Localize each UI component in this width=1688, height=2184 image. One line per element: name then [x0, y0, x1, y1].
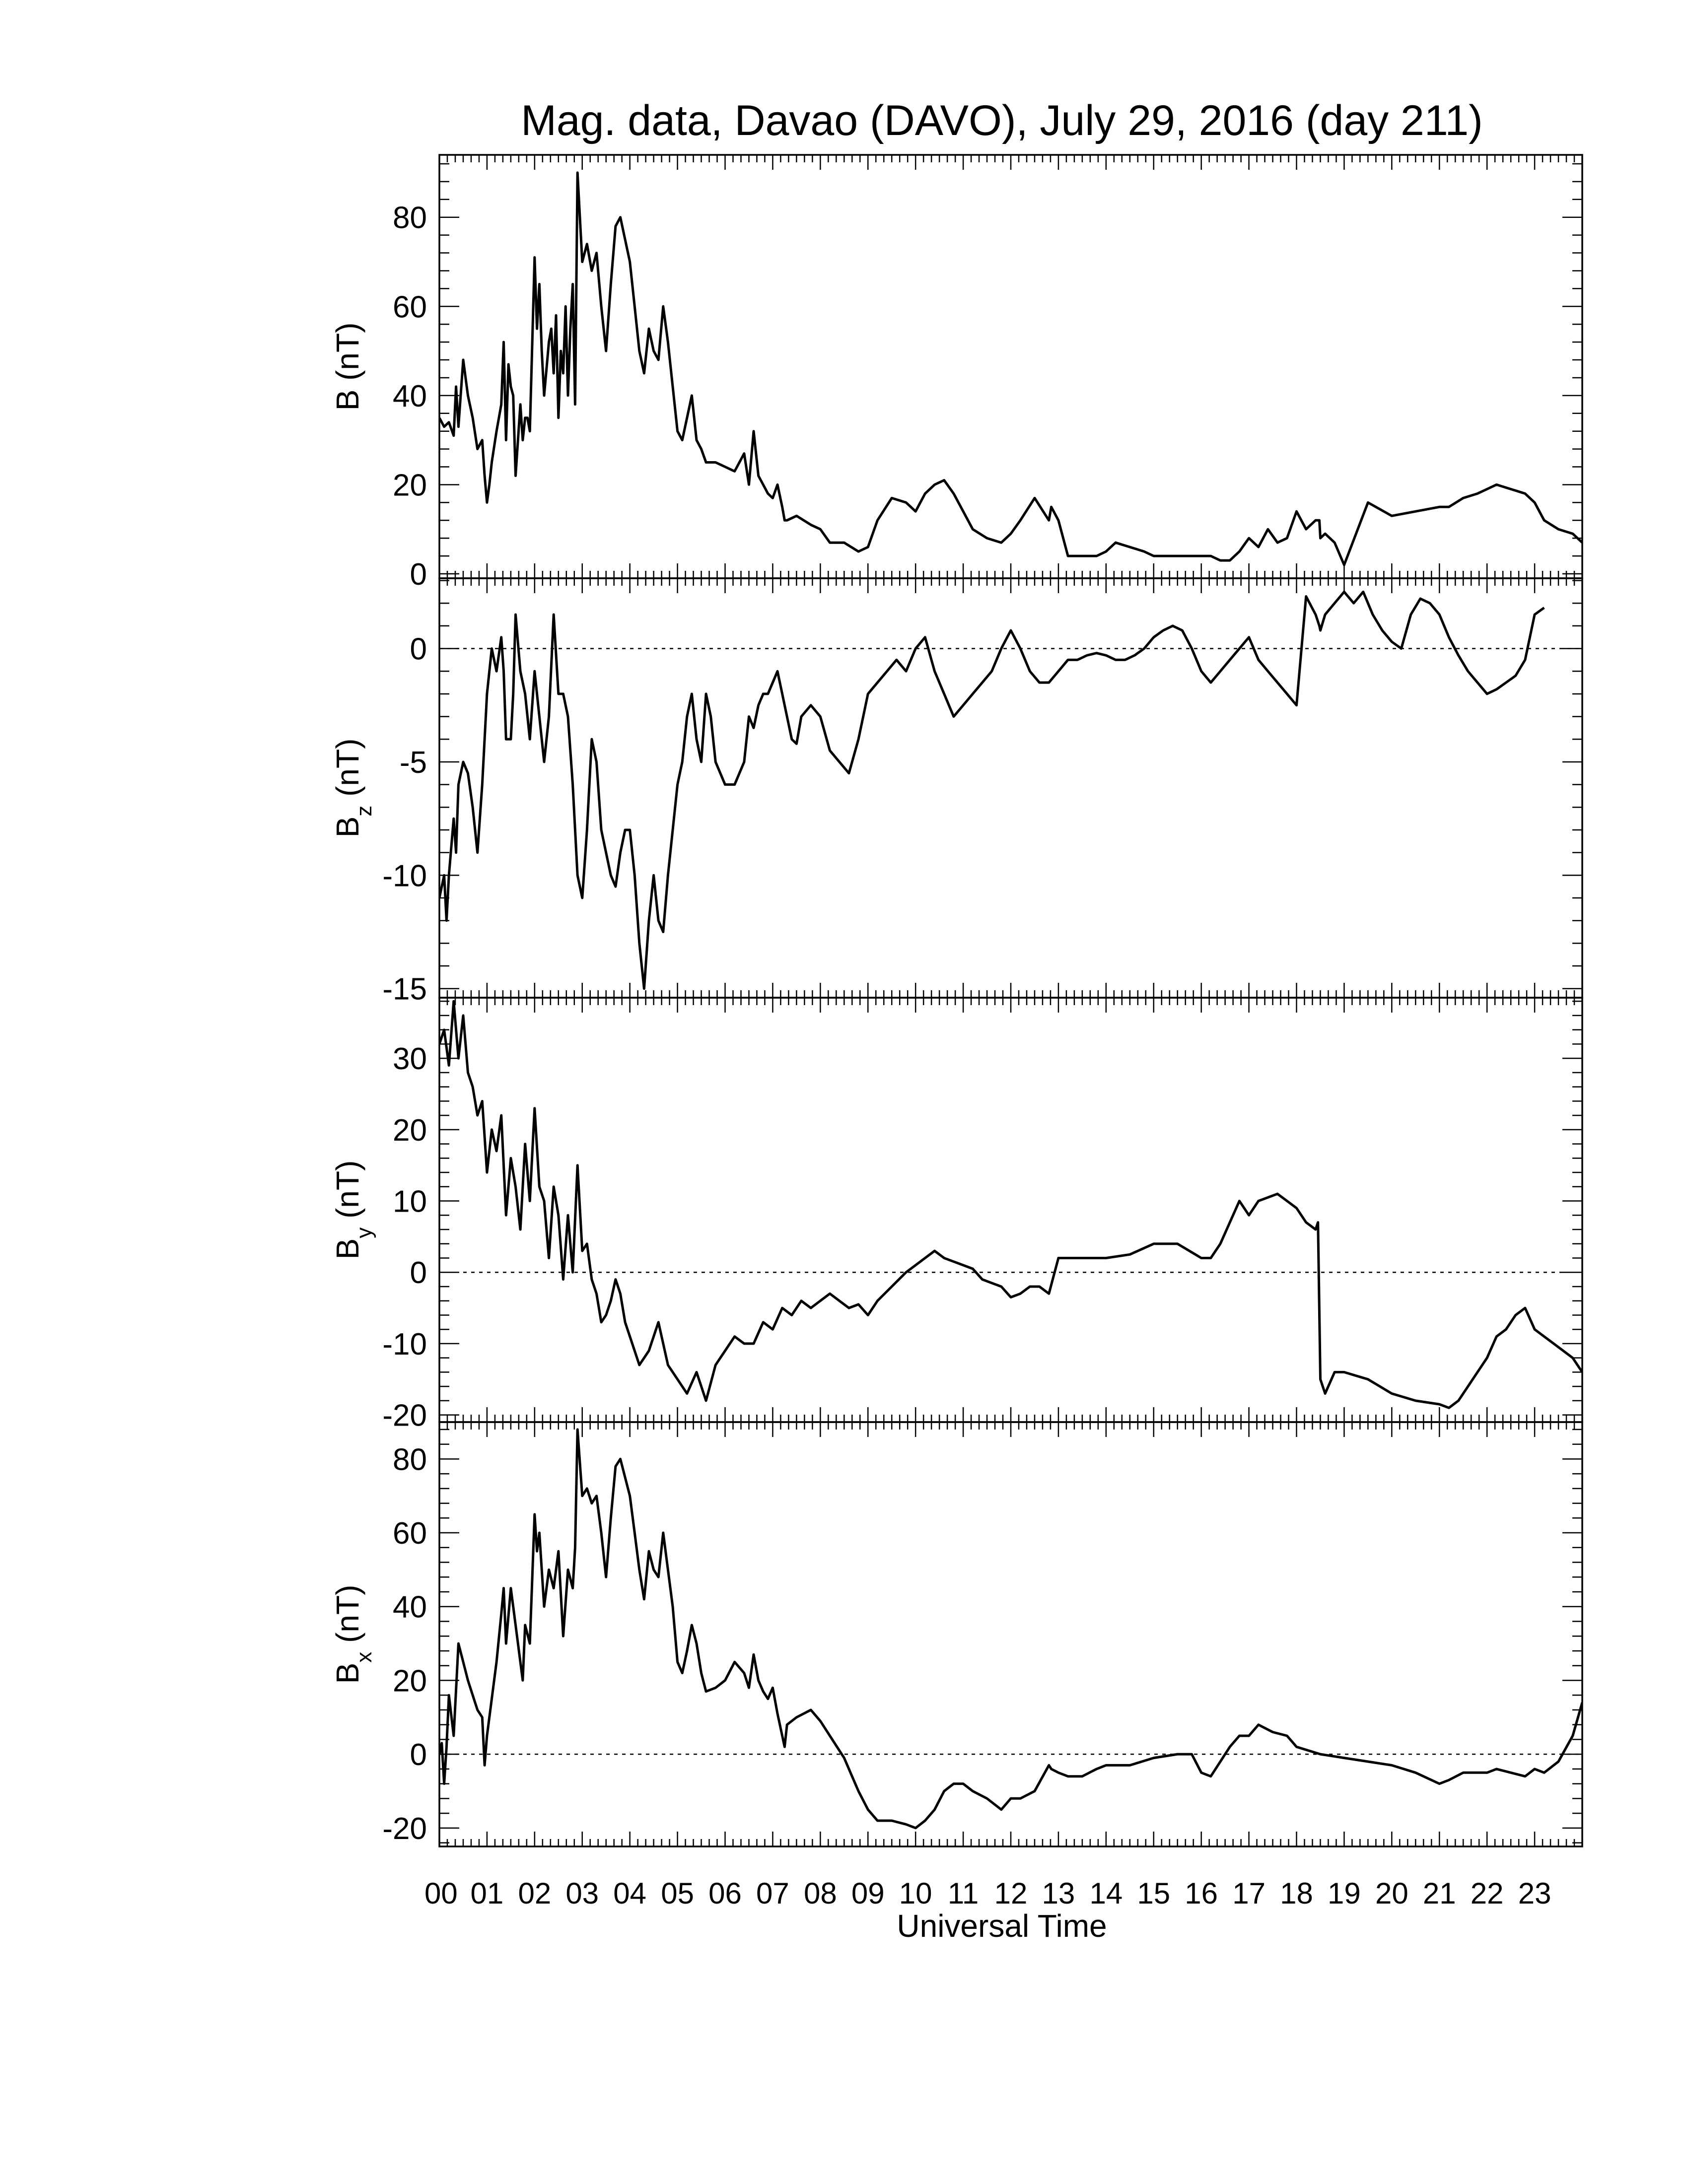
Bx-y-ticks	[439, 1429, 1582, 1843]
B-y-tick-label: 80	[393, 201, 427, 235]
By-y-tick-label: 30	[393, 1042, 427, 1076]
x-tick-label: 01	[471, 1877, 504, 1910]
By-y-axis-label: By (nT)	[330, 1160, 376, 1260]
Bx-y-tick-label: -20	[382, 1812, 427, 1846]
x-tick-label: 18	[1280, 1877, 1313, 1910]
x-tick-label: 04	[613, 1877, 646, 1910]
B-series-line	[439, 171, 1582, 566]
Bz-y-tick-label: -5	[400, 746, 427, 780]
x-tick-label: 20	[1375, 1877, 1408, 1910]
x-tick-label: 09	[851, 1877, 885, 1910]
x-tick-label: 11	[948, 1877, 979, 1910]
x-axis-title: Universal Time	[897, 1908, 1107, 1944]
By-series-line	[439, 1000, 1582, 1409]
x-tick-label: 00	[424, 1877, 458, 1910]
x-tick-label: 08	[804, 1877, 837, 1910]
B-x-ticks	[438, 155, 1583, 578]
Bx-y-tick-label: 60	[393, 1516, 427, 1551]
B-y-tick-label: 0	[410, 557, 427, 592]
B-y-axis-label-main: B	[330, 390, 365, 411]
B-y-axis-label-unit: (nT)	[330, 323, 365, 390]
Bx-y-tick-label: 40	[393, 1590, 427, 1625]
x-tick-label: 19	[1328, 1877, 1361, 1910]
Bz-y-axis-label: Bz (nT)	[330, 739, 376, 838]
x-tick-label: 13	[1042, 1877, 1075, 1910]
Bx-y-axis-label-unit: (nT)	[330, 1585, 365, 1652]
B-y-ticks	[439, 163, 1582, 575]
Bz-y-tick-label: 0	[410, 632, 427, 667]
Bx-x-ticks	[438, 1422, 1583, 1846]
Bz-y-ticks	[439, 580, 1582, 989]
chart-title: Mag. data, Davao (DAVO), July 29, 2016 (…	[521, 97, 1483, 144]
x-tick-label: 23	[1518, 1877, 1551, 1910]
By-y-tick-label: -20	[382, 1399, 427, 1433]
By-y-tick-label: -10	[382, 1327, 427, 1362]
x-tick-label: 05	[661, 1877, 694, 1910]
Bx-y-axis-label: Bx (nT)	[330, 1585, 376, 1684]
panel-Bz: -15 -10 -5 0 Bz (nT)	[330, 577, 1583, 1007]
Bz-series-line	[439, 590, 1545, 990]
B-y-axis-label: B (nT)	[330, 323, 365, 411]
x-tick-label: 10	[899, 1877, 932, 1910]
B-y-tick-label: 60	[393, 290, 427, 324]
Bz-y-axis-label-unit: (nT)	[330, 739, 365, 806]
Bx-y-tick-label: 0	[410, 1738, 427, 1772]
Bz-y-axis-label-main: B	[330, 817, 365, 838]
x-tick-label: 22	[1471, 1877, 1504, 1910]
Bx-y-tick-label: 20	[393, 1664, 427, 1698]
x-tick-label: 03	[565, 1877, 599, 1910]
x-tick-label: 02	[518, 1877, 551, 1910]
Bx-y-axis-label-main: B	[330, 1663, 365, 1684]
B-y-tick-label: 20	[393, 468, 427, 502]
Bz-y-axis-label-sub: z	[352, 806, 376, 817]
Bz-y-tick-label: -15	[382, 972, 427, 1007]
x-axis-tick-labels: 00 01 02 03 04 05 06 07 08 09 10 11 12 13 14 15 16 17 18 19…	[424, 1877, 1551, 1910]
panels: 0 20 40 60 80 B (nT) -15 -10 -5 0 Bz (nT) -20 -10 0 10…	[330, 154, 1583, 1847]
panel-Bx: -20 0 20 40 60 80 Bx (nT)	[330, 1421, 1583, 1847]
x-tick-label: 12	[994, 1877, 1028, 1910]
Bz-y-tick-label: -10	[382, 859, 427, 893]
By-y-axis-label-main: B	[330, 1238, 365, 1260]
x-tick-label: 07	[756, 1877, 789, 1910]
By-y-axis-label-unit: (nT)	[330, 1160, 365, 1228]
x-tick-label: 21	[1423, 1877, 1456, 1910]
Bx-series-line	[439, 1428, 1582, 1830]
Bx-y-axis-label-sub: x	[352, 1652, 376, 1663]
B-y-tick-label: 40	[393, 379, 427, 413]
x-tick-label: 15	[1137, 1877, 1170, 1910]
By-y-tick-label: 0	[410, 1256, 427, 1290]
By-y-tick-label: 20	[393, 1113, 427, 1148]
x-tick-label: 17	[1232, 1877, 1266, 1910]
Bx-y-tick-label: 80	[393, 1442, 427, 1477]
Bz-x-ticks	[438, 578, 1583, 998]
x-tick-label: 14	[1089, 1877, 1123, 1910]
x-tick-label: 06	[708, 1877, 742, 1910]
By-y-tick-label: 10	[393, 1185, 427, 1219]
By-y-ticks	[439, 1000, 1582, 1416]
x-tick-label: 16	[1185, 1877, 1218, 1910]
By-y-axis-label-sub: y	[352, 1228, 376, 1238]
